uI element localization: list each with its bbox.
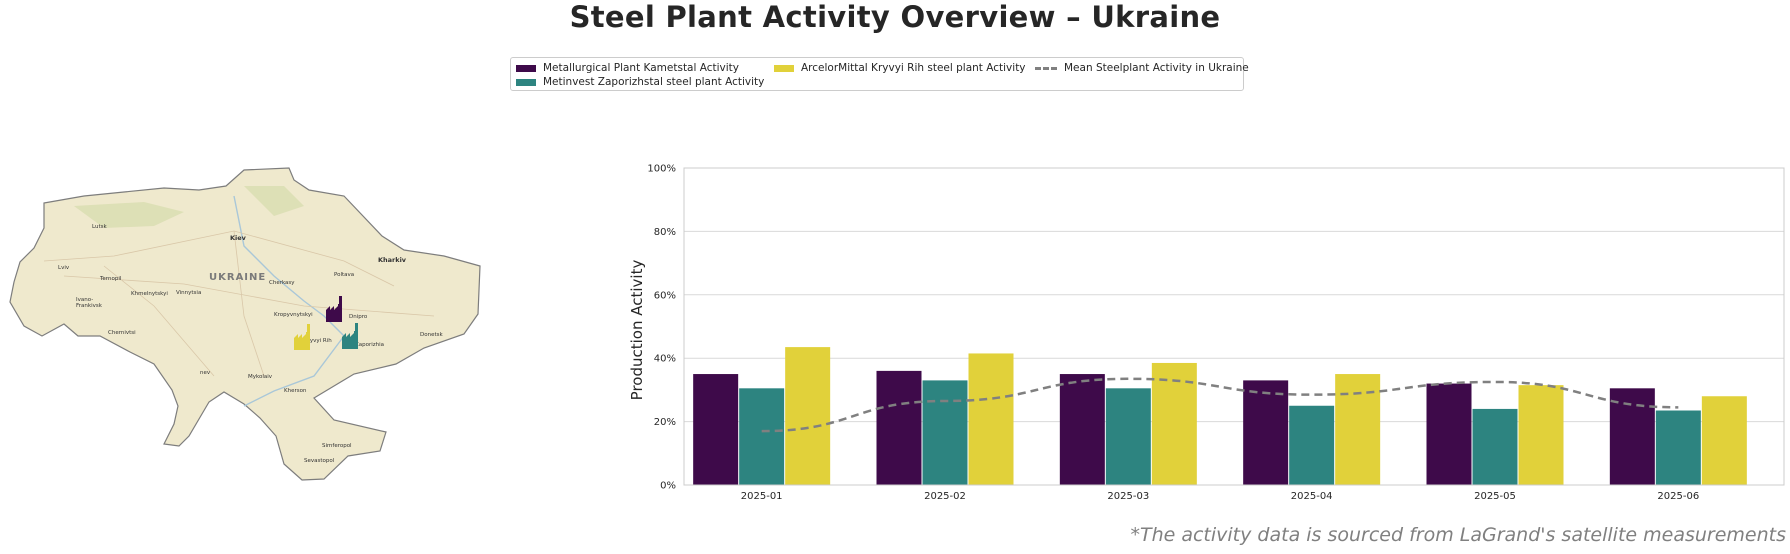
bar-3-2025-03 bbox=[1151, 362, 1197, 485]
map-label-ivano: Ivano- bbox=[76, 297, 93, 303]
map-label-khmelnytskyi: Khmelnytskyi bbox=[131, 291, 168, 297]
legend-item-zaporizhstal: Metinvest Zaporizhstal steel plant Activ… bbox=[516, 76, 764, 88]
y-tick-label: 20% bbox=[654, 417, 676, 428]
bar-3-2025-04 bbox=[1335, 374, 1381, 485]
factory-icon-kametstal bbox=[326, 296, 342, 322]
x-tick-label: 2025-04 bbox=[1291, 491, 1333, 502]
map-label-poltava: Poltava bbox=[334, 272, 354, 278]
map-label-zaporizhia: Zaporizhia bbox=[355, 342, 384, 348]
legend-item-kryvyi: ArcelorMittal Kryvyi Rih steel plant Act… bbox=[774, 62, 1026, 74]
map-label-simferopol: Simferopol bbox=[322, 443, 352, 449]
bar-1-2025-03 bbox=[1059, 374, 1105, 485]
footnote: *The activity data is sourced from LaGra… bbox=[1130, 524, 1786, 546]
map-label-kherson: Kherson bbox=[284, 388, 307, 394]
bar-2-2025-01 bbox=[739, 388, 785, 485]
map-label-kiev: Kiev bbox=[230, 234, 247, 242]
map-label-vinnytsia: Vinnytsia bbox=[176, 290, 201, 296]
bar-1-2025-05 bbox=[1426, 383, 1472, 485]
x-tick-label: 2025-02 bbox=[924, 491, 966, 502]
y-tick-label: 100% bbox=[647, 164, 676, 175]
bar-1-2025-01 bbox=[693, 374, 739, 485]
chart-title: Steel Plant Activity Overview – Ukraine bbox=[569, 0, 1221, 34]
x-tick-label: 2025-01 bbox=[741, 491, 783, 502]
map-label-ivano2: Frankivsk bbox=[76, 303, 103, 309]
bar-1-2025-06 bbox=[1609, 388, 1655, 485]
legend: Metallurgical Plant Kametstal Activity M… bbox=[510, 57, 1249, 91]
legend-dash-mean bbox=[1035, 66, 1057, 70]
y-tick-label: 80% bbox=[654, 227, 676, 238]
legend-item-mean: Mean Steelplant Activity in Ukraine bbox=[1035, 62, 1249, 74]
bar-1-2025-02 bbox=[876, 370, 922, 485]
bar-2-2025-05 bbox=[1472, 408, 1518, 485]
mean-line bbox=[761, 377, 1679, 433]
road-lines bbox=[43, 230, 435, 377]
bar-2-2025-03 bbox=[1105, 388, 1151, 485]
map-label-lviv: Lviv bbox=[58, 265, 70, 271]
legend-swatch-kryvyi bbox=[774, 64, 794, 72]
bar-1-2025-04 bbox=[1243, 380, 1289, 485]
map-label-kropyvnytskyi: Kropyvnytskyi bbox=[274, 312, 313, 318]
map-label-odesa: nev bbox=[200, 370, 211, 376]
legend-swatch-zaporizhstal bbox=[516, 78, 536, 86]
ukraine-map: UKRAINE Kiev Lutsk Lviv Ternopil Ivano- … bbox=[9, 167, 481, 481]
y-tick-label: 60% bbox=[654, 290, 676, 301]
legend-swatch-kametstal bbox=[516, 64, 536, 72]
map-label-kryvyi-rih: Kryvyi Rih bbox=[304, 338, 332, 344]
mean-line-group bbox=[761, 377, 1679, 433]
ukraine-outline bbox=[9, 167, 481, 481]
y-axis-label: Production Activity bbox=[628, 260, 646, 401]
map-label-kharkiv: Kharkiv bbox=[378, 256, 407, 264]
legend-label-zaporizhstal: Metinvest Zaporizhstal steel plant Activ… bbox=[543, 76, 765, 88]
bar-2-2025-02 bbox=[922, 380, 968, 485]
map-label-ternopil: Ternopil bbox=[99, 276, 122, 282]
bar-chart: Production Activity 0% 20% 40% 60% 80% 100% 20… bbox=[628, 164, 1785, 502]
forest-patches bbox=[74, 186, 304, 228]
y-tick-label: 40% bbox=[654, 354, 676, 365]
y-tick-label: 0% bbox=[660, 481, 676, 492]
x-tick-label: 2025-03 bbox=[1107, 491, 1149, 502]
axes-group: 0% 20% 40% 60% 80% 100% 2025-01 2025-02 2025-03 2… bbox=[647, 164, 1785, 502]
map-label-dnipro: Dnipro bbox=[349, 314, 368, 320]
bar-3-2025-05 bbox=[1518, 385, 1564, 485]
legend-item-kametstal: Metallurgical Plant Kametstal Activity bbox=[516, 62, 739, 74]
plot-frame bbox=[683, 167, 1785, 486]
legend-label-kametstal: Metallurgical Plant Kametstal Activity bbox=[543, 62, 740, 74]
map-label-cherkasy: Cherkasy bbox=[269, 280, 295, 286]
bar-2-2025-06 bbox=[1655, 410, 1701, 485]
factory-icon-kryvyi-rih bbox=[294, 324, 310, 350]
x-tick-label: 2025-05 bbox=[1474, 491, 1516, 502]
factory-icon-zaporizhstal bbox=[342, 323, 358, 349]
map-label-lutsk: Lutsk bbox=[92, 224, 107, 230]
legend-label-mean: Mean Steelplant Activity in Ukraine bbox=[1064, 62, 1249, 74]
bar-3-2025-06 bbox=[1701, 396, 1747, 485]
map-label-sevastopol: Sevastopol bbox=[304, 458, 335, 464]
bar-2-2025-04 bbox=[1289, 405, 1335, 485]
legend-label-kryvyi: ArcelorMittal Kryvyi Rih steel plant Act… bbox=[801, 62, 1026, 74]
bar-3-2025-02 bbox=[968, 353, 1014, 485]
map-label-country: UKRAINE bbox=[209, 272, 266, 283]
bar-3-2025-01 bbox=[785, 347, 831, 485]
map-label-mykolaiv: Mykolaiv bbox=[248, 374, 273, 380]
map-label-donetsk: Donetsk bbox=[420, 332, 443, 338]
dnipro-river bbox=[233, 195, 345, 407]
x-tick-label: 2025-06 bbox=[1657, 491, 1699, 502]
map-label-chernivtsi: Chernivtsi bbox=[108, 330, 136, 336]
